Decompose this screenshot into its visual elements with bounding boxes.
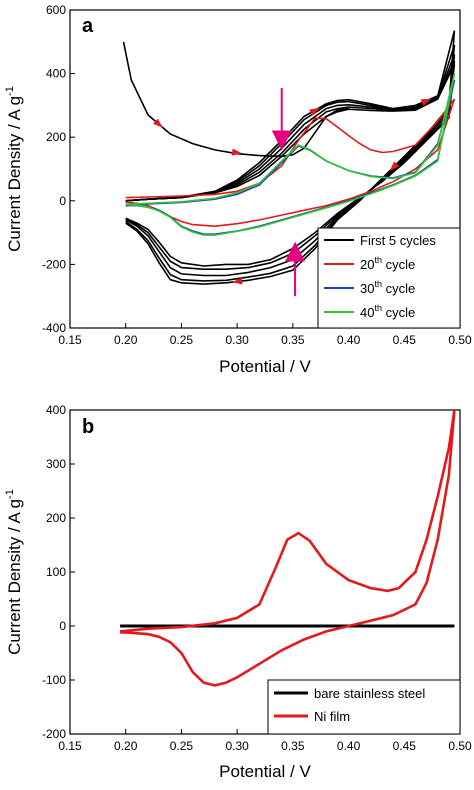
- x-tick-label: 0.25: [170, 333, 194, 347]
- panel-a-x-axis-title: Potential / V: [219, 357, 311, 376]
- x-tick-label: 0.20: [114, 333, 138, 347]
- 40th-cycle-forward-line: [125, 73, 456, 206]
- first-cycles-initial-sweep-line: [122, 41, 349, 158]
- panel-a-y-axis-title: Current Density / A g-1: [4, 86, 24, 252]
- x-tick-label: 0.15: [58, 739, 82, 753]
- y-tick-label: 100: [46, 565, 66, 579]
- panel-b-y-axis-title-main: Current Density / A g: [5, 499, 24, 655]
- legend-box: [267, 679, 461, 735]
- x-tick-label: 0.50: [448, 739, 472, 753]
- y-tick-label: 400: [46, 67, 66, 81]
- y-tick-label: -400: [42, 321, 66, 335]
- legend-label-tail: cycle: [382, 281, 415, 296]
- first-cycles-reverse-line: [125, 64, 456, 267]
- y-tick-label: 0: [59, 194, 66, 208]
- legend-label-sup: th: [374, 279, 382, 289]
- x-tick-label: 0.35: [281, 739, 305, 753]
- panel-a-y-axis-title-sup: -1: [4, 86, 16, 96]
- ni-film-forward-line: [119, 409, 456, 633]
- panel-b-x-axis-title: Potential / V: [219, 762, 311, 781]
- y-tick-label: 0: [59, 619, 66, 633]
- x-tick-label: 0.50: [448, 333, 472, 347]
- legend-label-main: 40: [360, 305, 374, 320]
- first-cycles-reverse-line: [125, 60, 456, 271]
- first-cycles-reverse-line: [125, 44, 456, 282]
- panel-b-legend: bare stainless steel Ni film: [267, 679, 461, 735]
- 20th-cycle-forward-line: [125, 98, 456, 199]
- x-tick-label: 0.25: [170, 739, 194, 753]
- panel-b-y-axis-title: Current Density / A g-1: [4, 489, 24, 655]
- first-cycles-reverse-line: [125, 54, 456, 277]
- y-tick-label: 600: [46, 3, 66, 17]
- 40th-cycle-reverse-line: [125, 73, 456, 236]
- y-tick-label: 200: [46, 511, 66, 525]
- y-tick-label: 200: [46, 130, 66, 144]
- legend-label: bare stainless steel: [314, 686, 425, 701]
- y-tick-label: -200: [42, 727, 66, 741]
- direction-arrow-marker: [420, 98, 432, 106]
- legend-label-sup: th: [374, 303, 382, 313]
- direction-arrow-marker: [389, 161, 400, 171]
- legend-label-sup: th: [374, 255, 382, 265]
- first-cycles-reverse-line: [125, 30, 456, 285]
- direction-arrow-marker: [231, 148, 243, 156]
- panel-b-chart: b 0.15 0.20 0.25 0.30 0.35 0.40 0.45 0.50 -200 -…: [4, 403, 472, 781]
- x-tick-label: 0.45: [393, 739, 417, 753]
- first-cycles-forward-line: [125, 44, 456, 202]
- x-tick-label: 0.45: [393, 333, 417, 347]
- panel-a-chart: a 0.15 0.20 0.25 0.30 0.35 0.40 0.45 0.50 -400 -…: [4, 3, 472, 376]
- y-tick-label: -200: [42, 257, 66, 271]
- legend-label: 40th cycle: [360, 303, 415, 320]
- x-tick-label: 0.30: [225, 333, 249, 347]
- direction-arrow-marker: [232, 277, 243, 285]
- panel-b-y-axis-title-sup: -1: [4, 489, 16, 499]
- legend-label: Ni film: [314, 709, 350, 724]
- legend-label-main: First 5 cycles: [360, 233, 436, 248]
- x-tick-label: 0.40: [337, 739, 361, 753]
- x-tick-label: 0.15: [58, 333, 82, 347]
- y-tick-label: -100: [42, 673, 66, 687]
- panel-a-y-axis-title-main: Current Density / A g: [5, 96, 24, 252]
- direction-arrow-marker: [153, 118, 163, 128]
- legend-label-main: 20: [360, 257, 374, 272]
- legend-label-tail: cycle: [382, 257, 415, 272]
- 30th-cycle-forward-line: [125, 79, 456, 207]
- legend-label: First 5 cycles: [360, 233, 436, 248]
- legend-label: 20th cycle: [360, 255, 415, 272]
- panel-a-plot-frame: [69, 9, 461, 329]
- direction-arrow-marker: [309, 107, 320, 116]
- y-tick-label: 400: [46, 403, 66, 417]
- first-cycles-forward-line: [125, 54, 456, 202]
- legend-label-tail: cycle: [382, 305, 415, 320]
- x-tick-label: 0.20: [114, 739, 138, 753]
- legend-label-main: 30: [360, 281, 374, 296]
- x-tick-label: 0.35: [281, 333, 305, 347]
- x-tick-label: 0.30: [225, 739, 249, 753]
- x-tick-label: 0.40: [337, 333, 361, 347]
- panel-b-label: b: [82, 416, 94, 438]
- ni-film-reverse-line: [120, 409, 456, 687]
- y-tick-label: 300: [46, 457, 66, 471]
- panel-a-label: a: [82, 15, 94, 37]
- legend-label: 30th cycle: [360, 279, 415, 296]
